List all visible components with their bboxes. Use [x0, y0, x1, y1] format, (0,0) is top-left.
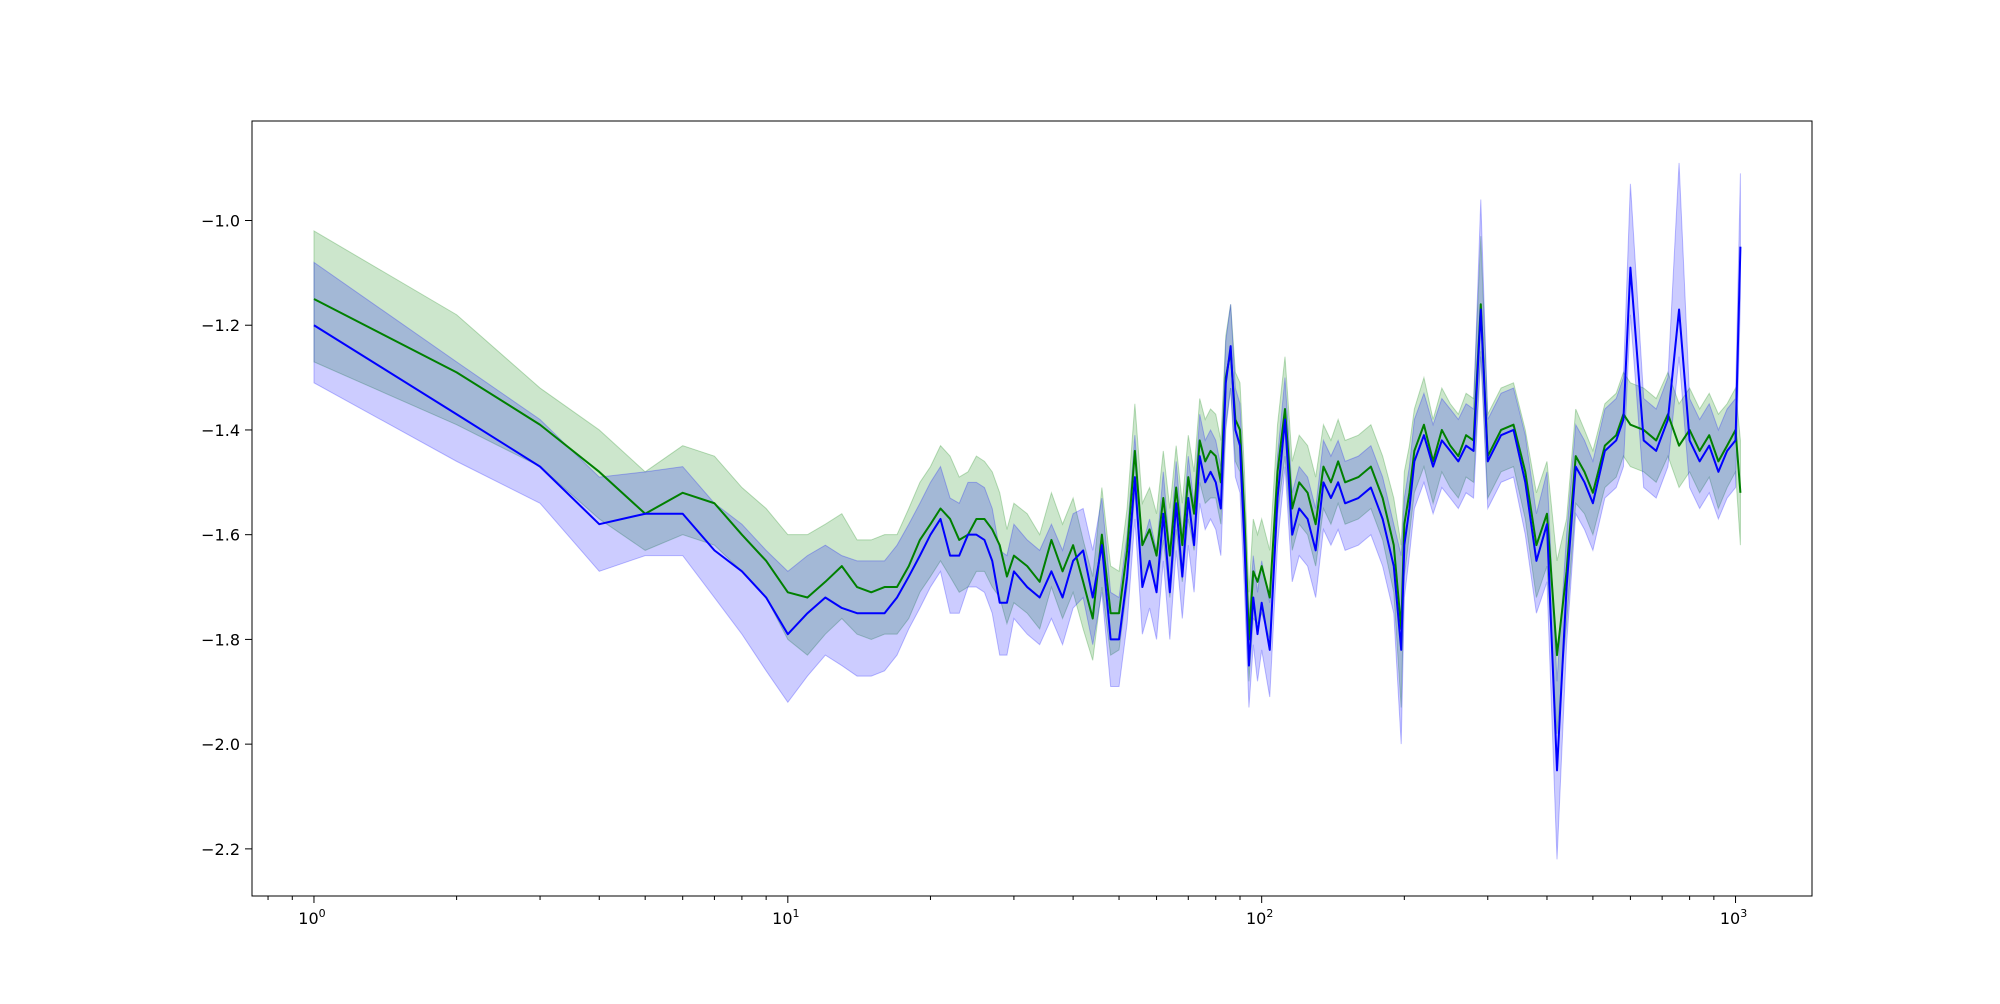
series-lines — [313, 246, 1742, 772]
y-tick-label: −1.6 — [201, 526, 240, 545]
x-tick-label: 101 — [772, 907, 799, 928]
series-0-line — [313, 298, 1742, 657]
x-tick-label: 102 — [1246, 907, 1273, 928]
series-0-band — [313, 230, 1741, 734]
y-tick-label: −2.0 — [201, 735, 240, 754]
series-1-line — [313, 246, 1742, 772]
y-tick-label: −1.2 — [201, 316, 240, 335]
x-tick-label: 100 — [298, 907, 325, 928]
y-axis: −1.0 −1.2 −1.4 −1.6 −1.8 −2.0 −2.2 — [201, 211, 252, 859]
series-1-band — [313, 162, 1741, 860]
y-tick-label: −1.0 — [201, 211, 240, 230]
y-tick-label: −1.4 — [201, 421, 240, 440]
x-axis: 100 101 102 103 — [267, 896, 1747, 928]
plot-frame — [251, 120, 1813, 897]
y-tick-label: −1.8 — [201, 630, 240, 649]
x-tick-label: 103 — [1720, 907, 1747, 928]
confidence-bands — [313, 162, 1741, 860]
y-tick-label: −2.2 — [201, 840, 240, 859]
